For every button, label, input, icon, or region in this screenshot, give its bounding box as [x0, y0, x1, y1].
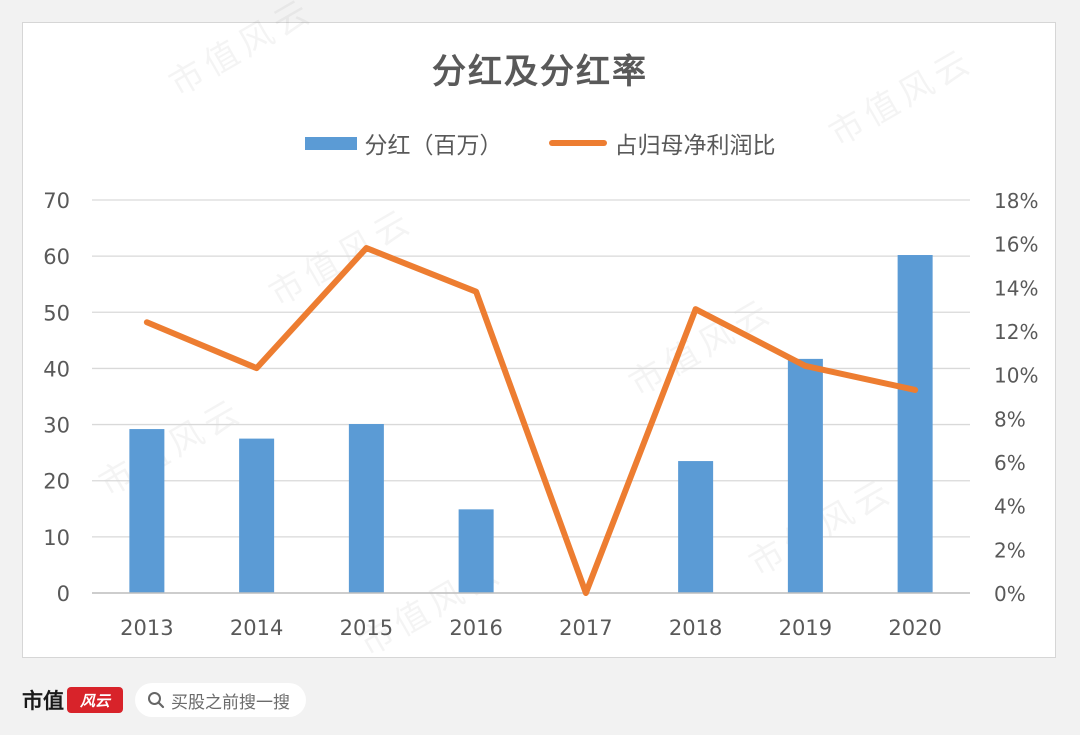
search-icon [148, 692, 165, 709]
legend-item-bar: 分红（百万） [304, 126, 503, 160]
x-tick-label: 2016 [449, 616, 502, 640]
bar [897, 255, 933, 593]
x-tick-label: 2014 [230, 616, 283, 640]
y-right-tick-label: 8% [994, 407, 1026, 431]
y-left-tick-label: 60 [43, 245, 70, 269]
y-right-tick-label: 16% [994, 233, 1038, 257]
x-tick-label: 2020 [888, 616, 941, 640]
bar [787, 358, 823, 593]
x-tick-label: 2018 [669, 616, 722, 640]
y-left-tick-label: 10 [43, 526, 70, 550]
x-tick-label: 2019 [779, 616, 832, 640]
line-point [913, 388, 917, 392]
line-point [584, 591, 588, 595]
bar [239, 438, 275, 593]
line-point [145, 320, 149, 324]
brand-name: 市值 [22, 688, 64, 713]
chart-title: 分红及分红率 [432, 52, 648, 92]
line-series [143, 245, 919, 596]
brand-seal: 风云 [67, 687, 123, 713]
line-point [694, 307, 698, 311]
line-point [803, 364, 807, 368]
y-left-tick-label: 50 [43, 301, 70, 325]
y-right-tick-label: 2% [994, 538, 1026, 562]
y-left-tick-label: 20 [43, 470, 70, 494]
y-right-tick-label: 12% [994, 320, 1038, 344]
bar [129, 429, 165, 593]
bar [458, 509, 494, 593]
line-point [474, 290, 478, 294]
y-right-tick-label: 6% [994, 451, 1026, 475]
legend-line-swatch [548, 140, 607, 146]
legend-bar-swatch [304, 136, 357, 150]
y-right-tick-label: 4% [994, 495, 1026, 519]
brand-logo: 市值 风云 [22, 685, 123, 715]
legend-bar-label: 分红（百万） [364, 133, 503, 159]
line-point [364, 246, 368, 250]
y-right-tick-label: 18% [994, 189, 1038, 213]
legend-item-line: 占归母净利润比 [548, 126, 776, 160]
bar [678, 461, 714, 593]
x-tick-label: 2013 [120, 616, 173, 640]
legend-line-label: 占归母净利润比 [614, 133, 776, 159]
y-left-tick-label: 70 [43, 189, 70, 213]
x-tick-label: 2015 [340, 616, 393, 640]
line-point [255, 366, 259, 370]
chart-legend: 分红（百万） 占归母净利润比 [0, 126, 1080, 160]
search-text: 买股之前搜一搜 [171, 692, 290, 713]
x-tick-label: 2017 [559, 616, 612, 640]
y-left-tick-label: 40 [43, 357, 70, 381]
y-left-tick-label: 0 [57, 582, 70, 606]
y-right-tick-label: 0% [994, 582, 1026, 606]
y-right-tick-label: 10% [994, 364, 1038, 388]
search-button[interactable]: 买股之前搜一搜 [135, 683, 306, 717]
y-left-tick-label: 30 [43, 414, 70, 438]
y-right-tick-label: 14% [994, 276, 1038, 300]
bar [348, 424, 384, 593]
footer: 市值 风云 买股之前搜一搜 [22, 682, 306, 718]
